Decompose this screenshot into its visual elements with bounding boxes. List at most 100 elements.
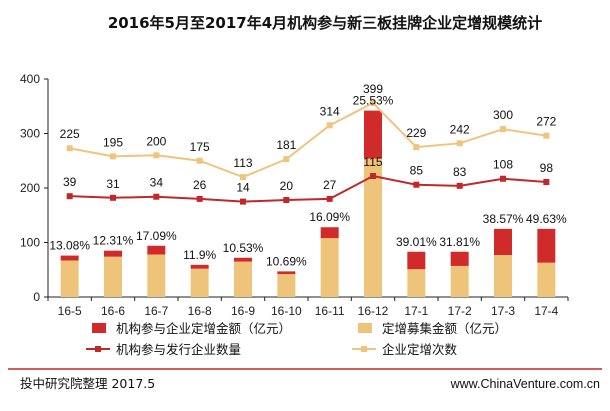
legend-swatch <box>92 323 106 333</box>
data-labels: 39 31 34 26 14 20 27 115 85 83 108 98 225 195 200 175 11… <box>49 82 567 268</box>
bar-top <box>494 228 512 256</box>
legend-label: 定增募集金额（亿元） <box>382 321 507 336</box>
bar-top <box>277 271 296 275</box>
series-point-label: 27 <box>323 178 337 192</box>
legend: 机构参与企业定增金额（亿元） 定增募集金额（亿元） 机构参与发行企业数量 企业定增次数 <box>86 321 507 357</box>
series-point <box>283 156 290 163</box>
bar-base <box>320 238 339 297</box>
lines <box>66 99 550 205</box>
percent-label: 25.53% <box>353 94 394 108</box>
series-point <box>500 126 506 133</box>
footer-site: www.ChinaVenture.com.cn <box>450 377 600 391</box>
series-point-label: 98 <box>540 161 554 175</box>
x-tick-label: 17-3 <box>491 304 515 318</box>
series-point <box>413 144 420 151</box>
bar-top <box>147 245 166 255</box>
series-point-label: 200 <box>146 134 166 148</box>
bar-base <box>104 256 122 297</box>
series-line <box>69 174 547 203</box>
bars <box>60 110 556 297</box>
series-point-label: 31 <box>106 177 120 191</box>
percent-label: 38.57% <box>483 212 524 226</box>
series-point <box>153 152 160 159</box>
series-point-label: 115 <box>363 155 382 169</box>
series-point <box>283 196 290 203</box>
series-point <box>326 122 333 129</box>
footer-source: 投中研究院整理 2017.5 <box>20 376 155 391</box>
series-point <box>370 173 376 180</box>
footer: 投中研究院整理 2017.5 www.ChinaVenture.com.cn <box>8 368 602 391</box>
series-point-label: 113 <box>233 156 252 170</box>
series-point-label: 14 <box>236 181 250 195</box>
percent-label: 39.01% <box>396 235 437 249</box>
series-point-label: 300 <box>493 108 513 122</box>
series-point <box>110 153 116 160</box>
y-tick-label: 0 <box>33 290 40 304</box>
x-tick-label: 16-5 <box>58 304 82 318</box>
series-point <box>326 195 333 202</box>
series-point <box>110 194 116 201</box>
legend-marker <box>95 346 101 352</box>
series-point-label: 39 <box>63 175 77 189</box>
series-point-label: 181 <box>276 138 296 152</box>
percent-label: 16.09% <box>309 210 350 224</box>
series-point-label: 85 <box>410 164 424 178</box>
series-point <box>456 140 463 147</box>
bar-top <box>450 251 469 266</box>
series-point <box>370 99 376 106</box>
bar-base <box>450 265 469 297</box>
x-tick-label: 16-8 <box>188 304 212 318</box>
bar-base <box>364 158 382 297</box>
series-point <box>240 174 246 181</box>
series-point <box>66 193 73 200</box>
percent-label: 49.63% <box>526 212 567 226</box>
x-tick-label: 16-9 <box>231 304 255 318</box>
series-point <box>500 175 506 182</box>
bar-top <box>190 264 209 269</box>
percent-label: 10.53% <box>223 241 264 255</box>
series-point <box>543 132 550 139</box>
bar-base <box>407 269 426 297</box>
legend-label: 机构参与发行企业数量 <box>116 342 241 357</box>
legend-marker <box>361 346 367 352</box>
series-point <box>413 181 420 188</box>
series-point-label: 225 <box>60 127 80 141</box>
series-point-label: 242 <box>450 122 470 136</box>
series-point <box>196 195 203 202</box>
y-tick-label: 400 <box>20 72 40 86</box>
bar-top <box>407 251 426 270</box>
x-tick-label: 16-11 <box>315 304 345 318</box>
legend-label: 企业定增次数 <box>382 342 458 357</box>
series-point <box>543 179 550 186</box>
bar-base <box>60 260 79 297</box>
series-point-label: 314 <box>320 104 340 118</box>
series-point-label: 229 <box>406 126 426 140</box>
x-tick-label: 17-1 <box>404 304 428 318</box>
x-tick-label: 16-12 <box>358 304 389 318</box>
chart-title: 2016年5月至2017年4月机构参与新三板挂牌企业定增规模统计 <box>108 14 542 32</box>
series-point <box>153 193 160 200</box>
bar-base <box>494 255 512 297</box>
series-point-label: 20 <box>280 179 294 193</box>
series-point-label: 26 <box>193 178 207 192</box>
legend-label: 机构参与企业定增金额（亿元） <box>116 321 291 336</box>
bar-top <box>104 250 122 257</box>
series-point-label: 83 <box>453 165 467 179</box>
x-tick-label: 17-4 <box>534 304 558 318</box>
bar-top <box>320 227 339 239</box>
series-line <box>69 101 547 179</box>
percent-label: 13.08% <box>49 239 90 253</box>
percent-label: 12.31% <box>93 234 134 248</box>
percent-label: 11.9% <box>183 248 216 262</box>
series-point <box>456 182 463 189</box>
bar-top <box>537 228 556 263</box>
series-point-label: 108 <box>493 158 513 172</box>
x-tick-label: 16-7 <box>144 304 168 318</box>
legend-swatch <box>358 323 372 333</box>
bar-base <box>277 274 296 297</box>
bar-base <box>190 268 209 297</box>
bar-top <box>234 257 252 262</box>
percent-label: 31.81% <box>439 235 480 249</box>
series-point-label: 399 <box>363 82 383 96</box>
